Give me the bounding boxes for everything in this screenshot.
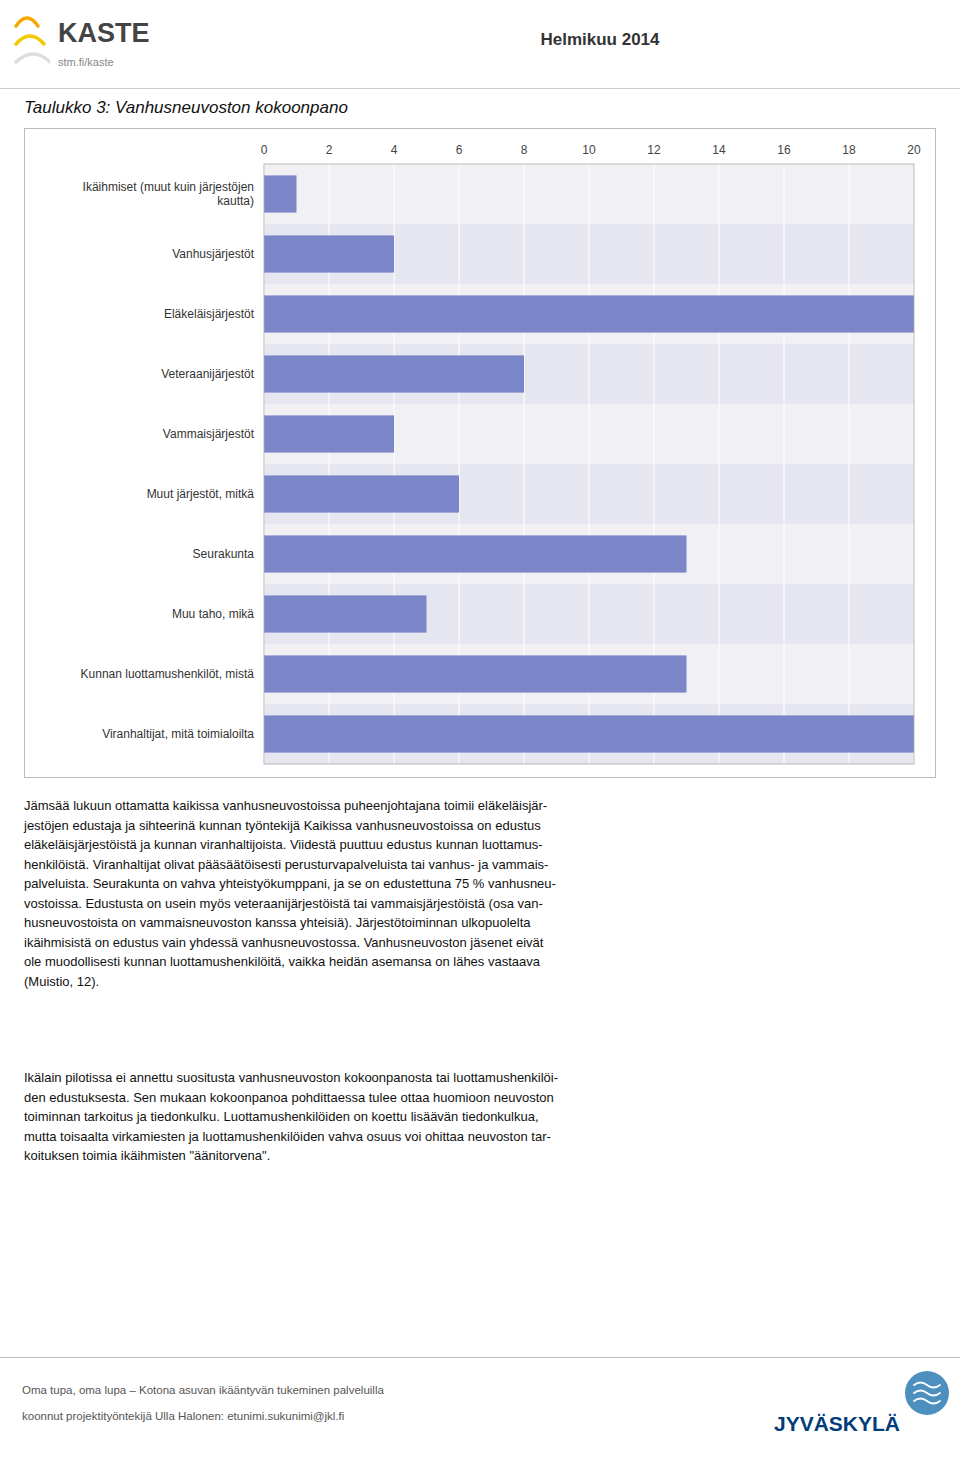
header-date: Helmikuu 2014 <box>450 30 750 50</box>
chart-title: Taulukko 3: Vanhusneuvoston kokoonpano <box>24 98 348 118</box>
y-tick-label: Vanhusjärjestöt <box>172 247 254 261</box>
bar <box>264 295 914 332</box>
bar <box>264 235 394 272</box>
bars <box>264 175 914 752</box>
plot-background <box>264 164 914 764</box>
header: KASTE stm.fi/kaste Helmikuu 2014 <box>0 0 960 89</box>
x-tick-label: 14 <box>712 143 726 157</box>
logo <box>0 0 50 88</box>
city-logo <box>902 1368 952 1418</box>
chart-border <box>25 129 936 778</box>
x-tick-label: 4 <box>391 143 398 157</box>
x-tick-label: 18 <box>842 143 856 157</box>
city-name: JYVÄSKYLÄ <box>774 1412 900 1436</box>
logo-wave <box>16 36 44 44</box>
body-paragraph: Ikälain pilotissa ei annettu suositusta … <box>24 1068 936 1166</box>
y-tick-label: Viranhaltijat, mitä toimialoilta <box>102 727 254 741</box>
city-logo-circle <box>905 1371 949 1415</box>
city-logo-wave <box>914 1399 940 1404</box>
logo-text: KASTE <box>58 18 150 49</box>
y-tick-label: Vammaisjärjestöt <box>163 427 255 441</box>
footer: Oma tupa, oma lupa – Kotona asuvan ikään… <box>0 1357 960 1462</box>
grid-line <box>849 164 850 764</box>
bar <box>264 175 297 212</box>
y-tick-label: Eläkeläisjärjestöt <box>164 307 255 321</box>
bar <box>264 595 427 632</box>
y-tick-label: Ikäihmiset (muut kuin järjestöjenkautta) <box>83 180 254 208</box>
bar <box>264 415 394 452</box>
x-tick-label: 8 <box>521 143 528 157</box>
body-paragraph: Jämsää lukuun ottamatta kaikissa vanhusn… <box>24 796 936 991</box>
bar <box>264 535 687 572</box>
y-tick-label: Veteraanijärjestöt <box>161 367 254 381</box>
y-tick-label: Seurakunta <box>193 547 255 561</box>
logo-wave <box>16 54 50 62</box>
bar <box>264 475 459 512</box>
plot-frame <box>264 164 914 764</box>
bar <box>264 715 914 752</box>
logo-wave <box>16 18 38 26</box>
bar <box>264 355 524 392</box>
y-tick-label: Kunnan luottamushenkilöt, mistä <box>81 667 255 681</box>
y-tick-label: Muu taho, mikä <box>172 607 254 621</box>
grid-line <box>719 164 720 764</box>
logo-subtitle: stm.fi/kaste <box>58 56 114 68</box>
footer-line: Oma tupa, oma lupa – Kotona asuvan ikään… <box>22 1384 384 1396</box>
city-logo-wave <box>914 1383 940 1388</box>
y-tick-label: Muut järjestöt, mitkä <box>147 487 255 501</box>
bar <box>264 655 687 692</box>
x-tick-label: 16 <box>777 143 791 157</box>
grid-line <box>784 164 785 764</box>
x-tick-label: 2 <box>326 143 333 157</box>
x-tick-label: 6 <box>456 143 463 157</box>
city-logo-wave <box>914 1391 940 1396</box>
x-tick-label: 20 <box>907 143 921 157</box>
x-tick-label: 0 <box>261 143 268 157</box>
x-tick-label: 12 <box>647 143 661 157</box>
chart: 0 2 4 6 8 10 12 14 16 18 20 Viranhaltijat, mitä toi… <box>24 128 936 778</box>
x-tick-label: 10 <box>582 143 596 157</box>
footer-line: koonnut projektityöntekijä Ulla Halonen:… <box>22 1410 344 1422</box>
